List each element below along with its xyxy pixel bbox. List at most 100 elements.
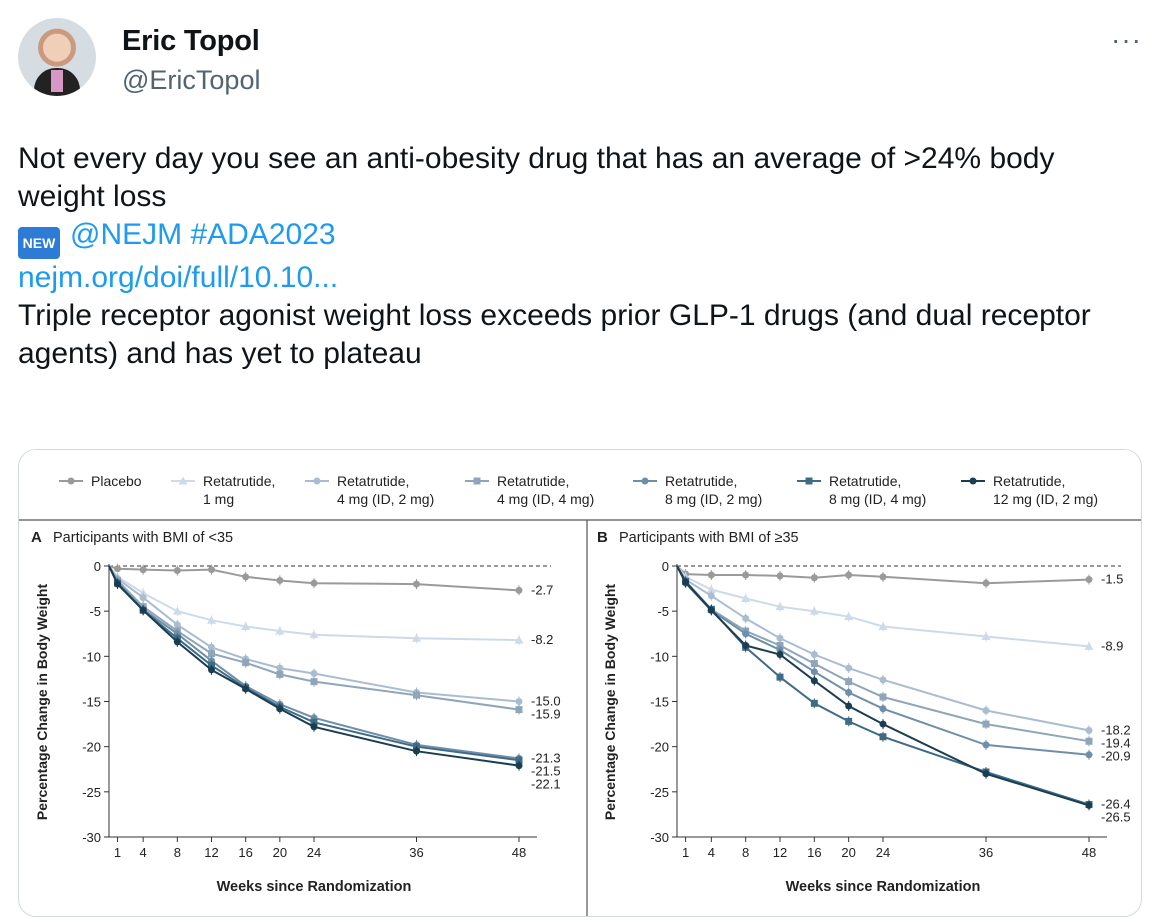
panel-1-series-6-point-5: [810, 677, 818, 685]
panel-0-series-3-point-8: [413, 691, 420, 699]
panel-1-end-label-4: -20.9: [1101, 748, 1131, 763]
legend-label-1-line2: 1 mg: [203, 491, 234, 507]
panel-1-ytick-label-6: -30: [650, 830, 669, 845]
panel-1-series-6-point-8: [982, 770, 990, 778]
panel-1-series-4-point-7: [879, 705, 887, 713]
panel-0-series-1-point-3: [172, 606, 182, 615]
panel-1-series-2-point-6: [845, 664, 853, 672]
panel-1-series-6-point-7: [879, 720, 887, 728]
panel-1-series-3-point-9: [1085, 737, 1093, 745]
tweet-url-line: nejm.org/doi/full/10.10...: [18, 259, 1142, 297]
panel-0-series-3-line: [108, 565, 520, 711]
panel-0-series-6-point-1: [114, 580, 122, 588]
panel-1-series-0-point-8: [982, 579, 990, 587]
panel-0-title: Participants with BMI of <35: [53, 530, 233, 546]
panel-0-series-0-point-6: [276, 576, 284, 584]
panel-1-xtick-label-0: 1: [682, 845, 689, 860]
panel-0-series-6-point-4: [208, 666, 215, 674]
panel-1-series-2-point-4: [776, 634, 784, 642]
legend-label-3-line1: Retatrutide,: [497, 473, 569, 489]
panel-0-end-label-0: -2.7: [531, 582, 553, 597]
panel-1-end-label-1: -8.9: [1101, 638, 1123, 653]
panel-0-xtick-label-8: 48: [512, 845, 526, 860]
panel-1-series-2-point-5: [810, 651, 818, 659]
figure-chart: Placebo Retatrutide, 1 mg Retatrutide, 4 mg …: [19, 450, 1141, 916]
panel-1-series-2-point-3: [742, 614, 750, 622]
panel-1-end-label-2: -18.2: [1101, 722, 1131, 737]
avatar-collar: [51, 70, 63, 92]
panel-0-series-2-point-4: [208, 643, 215, 651]
panel-0-series-0-point-7: [310, 579, 318, 587]
panel-1-ytick-label-4: -20: [650, 740, 669, 755]
panel-0-ytick-label-1: -5: [89, 604, 101, 619]
legend-label-1-line1: Retatrutide,: [203, 473, 275, 489]
panel-0-series-1-point-4: [207, 615, 216, 624]
legend-label-5-line1: Retatrutide,: [829, 473, 901, 489]
panel-1-series-1-point-6: [844, 612, 854, 621]
panel-1-end-label-5: -26.4: [1101, 796, 1131, 811]
panel-1-series-6-line: [676, 565, 1090, 807]
tweet-line-1: Not every day you see an anti-obesity dr…: [18, 142, 1055, 213]
panel-1-series-4-point-9: [1085, 751, 1093, 759]
panel-1-series-5-point-6: [845, 717, 853, 725]
panel-1-series-2-point-8: [982, 707, 990, 715]
article-link[interactable]: nejm.org/doi/full/10.10...: [18, 261, 339, 294]
panel-0-series-2-line: [108, 565, 520, 703]
legend-marker-4: [641, 477, 649, 485]
panel-1-series-3-point-7: [879, 693, 887, 701]
panel-1-series-2-point-7: [879, 676, 887, 684]
panel-0-series-6-point-2: [139, 606, 147, 614]
panel-0-series-6-point-7: [310, 723, 318, 731]
panel-0-series-0-line: [108, 565, 520, 592]
panel-0-series-6-point-5: [242, 685, 250, 693]
panel-0-xtick-label-6: 24: [307, 845, 321, 860]
mentions-link[interactable]: @NEJM #ADA2023: [70, 218, 336, 251]
panel-1-ylabel: Percentage Change in Body Weight: [602, 584, 618, 821]
legend-marker-0: [67, 477, 75, 485]
panel-1-xtick-label-8: 48: [1082, 845, 1096, 860]
panel-0-series-1-point-7: [309, 630, 319, 639]
tweet-tags-line: NEW @NEJM #ADA2023: [18, 216, 1142, 259]
avatar[interactable]: [18, 18, 96, 96]
panel-1-series-0-point-2: [707, 571, 715, 579]
panel-1-series-6-point-9: [1085, 801, 1093, 809]
panel-1-series-0-line: [676, 565, 1090, 585]
more-options-icon[interactable]: ···: [1111, 24, 1142, 55]
panel-0-series-3-point-6: [276, 670, 284, 678]
panel-0-xtick-label-7: 36: [409, 845, 423, 860]
panel-1-series-4-point-6: [845, 688, 853, 696]
panel-0-ytick-label-5: -25: [82, 785, 101, 800]
panel-0-series-1-point-9: [514, 635, 524, 644]
panel-1-series-6-point-2: [707, 606, 715, 614]
panel-0-end-label-4: -21.3: [531, 750, 561, 765]
panel-0-series-6-point-6: [276, 705, 284, 713]
panel-0-ytick-label-3: -15: [82, 695, 101, 710]
panel-1-series-0-point-5: [810, 574, 818, 582]
panel-0-xtick-label-3: 12: [204, 845, 218, 860]
author-handle[interactable]: @EricTopol: [122, 65, 261, 95]
panel-1-series-4-point-3: [742, 630, 750, 638]
tweet-header: Eric Topol @EricTopol ···: [18, 18, 1142, 108]
panel-0-series-2-point-6: [276, 664, 284, 672]
panel-1-series-6-point-6: [845, 702, 853, 710]
panel-0-ytick-label-4: -20: [82, 740, 101, 755]
legend-label-2-line2: 4 mg (ID, 2 mg): [337, 491, 434, 507]
panel-1-series-1-point-4: [775, 602, 785, 611]
panel-1-xtick-label-2: 8: [742, 845, 749, 860]
panel-1-end-label-0: -1.5: [1101, 572, 1123, 587]
panel-0-end-label-1: -8.2: [531, 632, 553, 647]
panel-1-series-3-point-6: [845, 678, 853, 686]
panel-0-series-3-point-5: [242, 659, 250, 667]
author-name[interactable]: Eric Topol: [122, 25, 260, 57]
panel-1-series-6-point-4: [776, 651, 784, 659]
panel-0-end-label-5: -21.5: [531, 763, 561, 778]
panel-0-label: A: [31, 529, 42, 546]
panel-1-label: B: [597, 529, 608, 546]
legend-label-6-line2: 12 mg (ID, 2 mg): [993, 491, 1098, 507]
panel-1-series-3-point-5: [810, 660, 818, 668]
media-card[interactable]: Placebo Retatrutide, 1 mg Retatrutide, 4 mg …: [18, 449, 1142, 917]
panel-1-series-1-point-8: [981, 631, 991, 640]
panel-0-xtick-label-4: 16: [238, 845, 252, 860]
panel-1-series-2-line: [676, 565, 1090, 732]
legend-marker-5: [805, 477, 813, 485]
